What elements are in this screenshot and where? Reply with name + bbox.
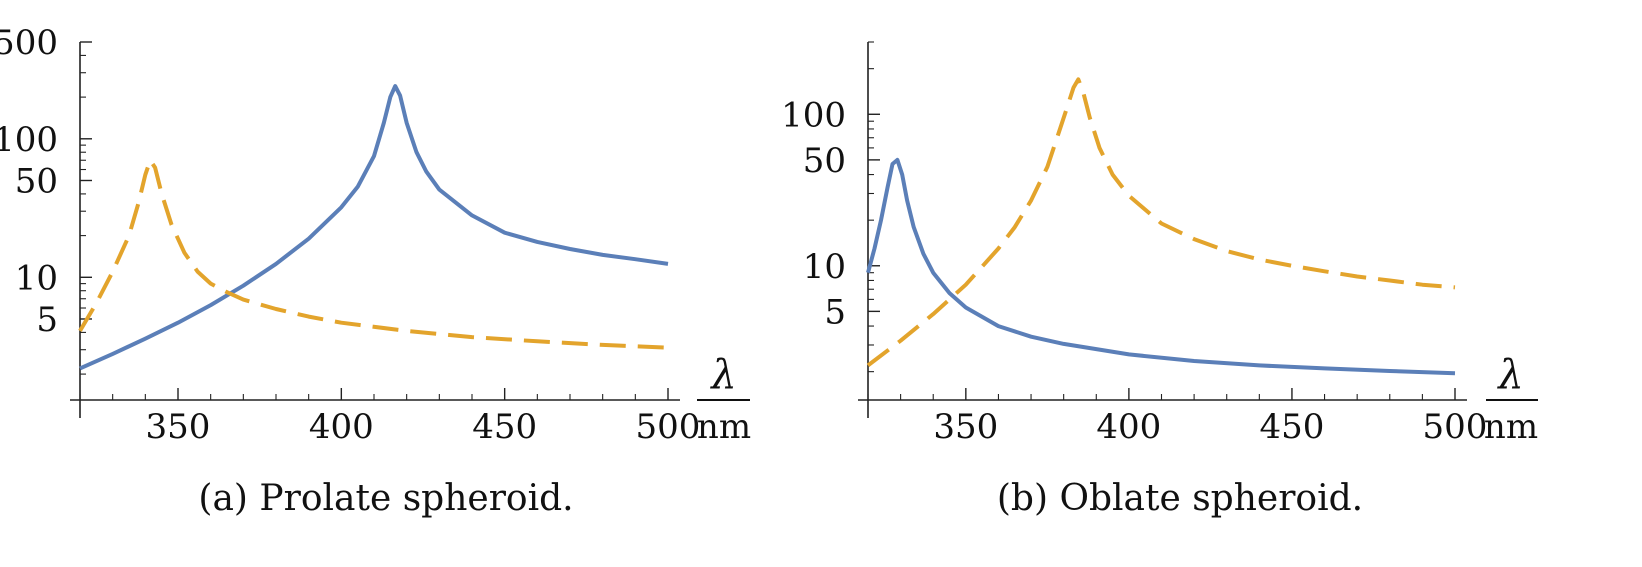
panel-a-y-tick-label: 100 — [0, 120, 58, 160]
panel-a-caption: (a) Prolate spheroid. — [198, 478, 573, 519]
panel-b-y-tick-label: 50 — [803, 141, 846, 181]
panel-b-x-tick-label: 450 — [1259, 407, 1324, 447]
panel-a-solid-series-line — [79, 84, 669, 371]
panel-b-y-tick-label: 10 — [803, 247, 846, 287]
panel-b-axes: 350 400 450 500 5 10 50 100 — [781, 41, 1488, 447]
panel-b-caption: (b) Oblate spheroid. — [997, 478, 1363, 519]
panel-a-series — [78, 84, 669, 371]
panel-a-y-tick-label: 50 — [15, 161, 58, 201]
panel-b-y-tick-label: 100 — [781, 95, 846, 135]
panel-b-x-tick-label: 400 — [1096, 407, 1161, 447]
panel-b-solid-series-line — [866, 157, 1456, 376]
panel-b-dashed-series-line — [866, 77, 1456, 367]
panel-a-x-tick-label: 500 — [636, 407, 701, 447]
panel-a-y-tick-label: 10 — [15, 258, 58, 298]
panel-b-y-tick-label: 5 — [824, 292, 846, 332]
panel-b-x-label: λ — [1496, 352, 1523, 398]
panel-a-x-tick-label: 450 — [472, 407, 537, 447]
panel-b-series — [866, 77, 1456, 376]
panel-b-x-unit: nm — [1484, 407, 1538, 447]
panel-b-x-tick-label: 350 — [933, 407, 998, 447]
panel-a-x-unit: nm — [697, 407, 751, 447]
panel-b-oblate: 350 400 450 500 5 10 50 100 λ nm (b) Oblate sph… — [781, 41, 1538, 519]
panel-b-x-tick-label: 500 — [1423, 407, 1488, 447]
panel-a-x-label: λ — [709, 352, 736, 398]
panel-a-dashed-series-line — [78, 158, 669, 350]
panel-a-x-tick-label: 400 — [309, 407, 374, 447]
panel-a-x-tick-label: 350 — [146, 407, 211, 447]
panel-a-y-tick-label: 5 — [36, 300, 58, 340]
panel-a-y-tick-label: 500 — [0, 23, 58, 63]
